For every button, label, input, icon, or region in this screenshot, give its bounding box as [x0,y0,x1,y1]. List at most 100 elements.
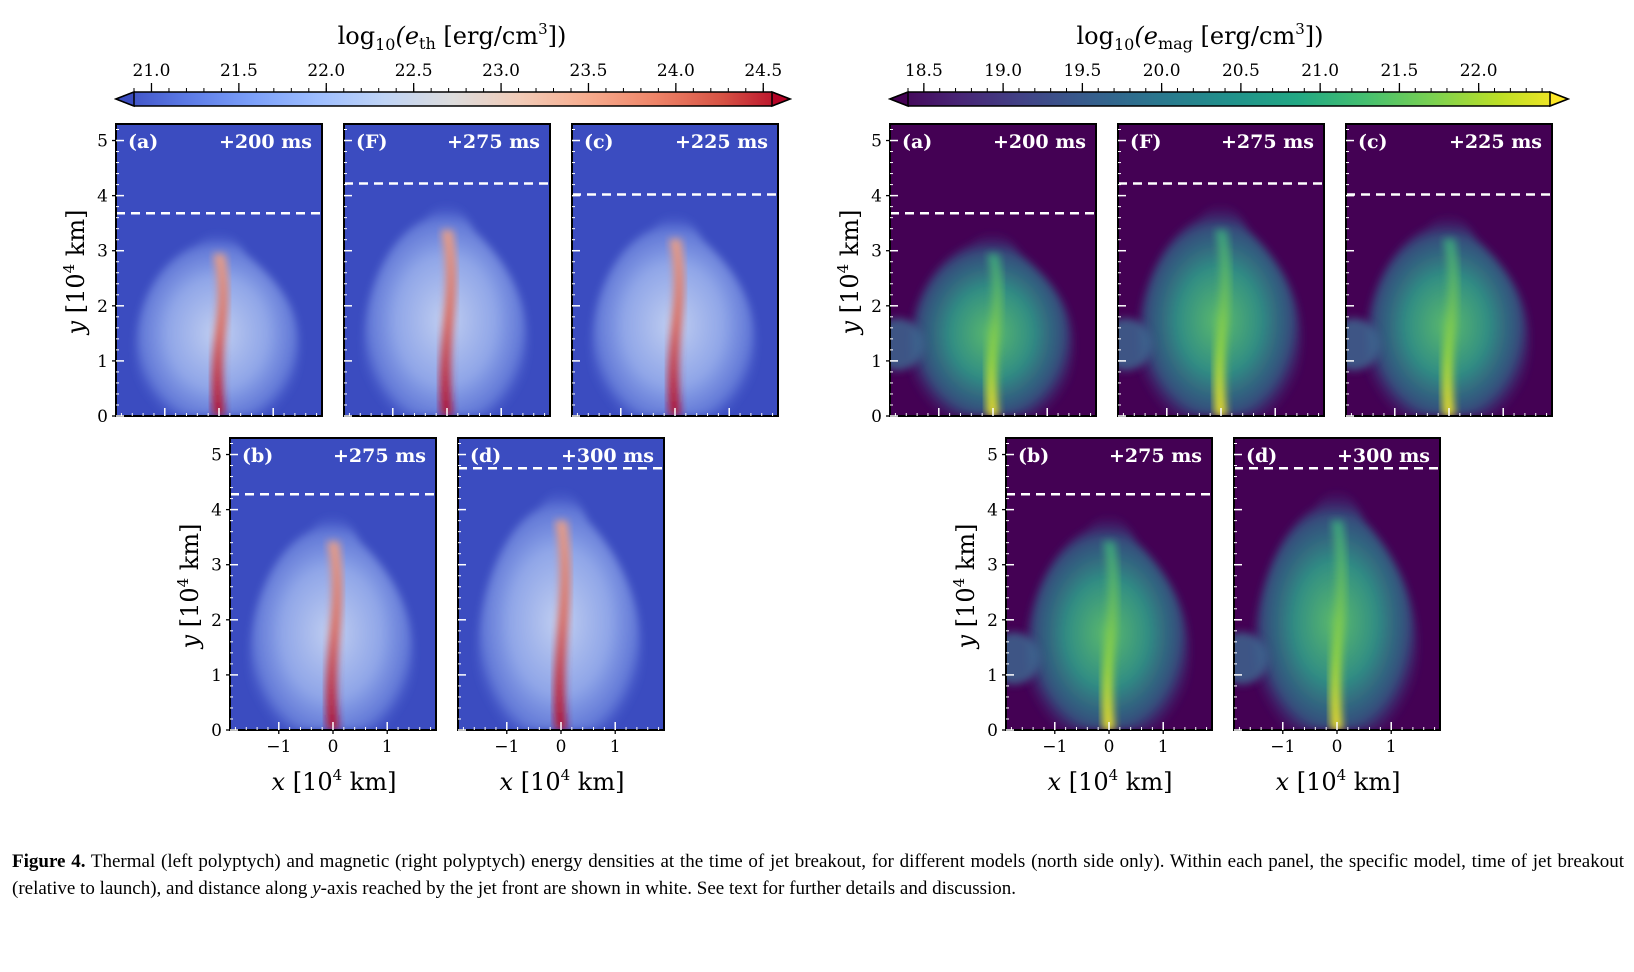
colorbar-tick-label: 22.5 [395,61,433,81]
plume-image [890,232,1074,416]
panel-time: +200 ms [219,131,312,153]
panel-time: +300 ms [561,445,654,467]
y-tick-label: 4 [987,501,998,521]
x-tick-label: 0 [328,737,339,757]
y-tick-label: 4 [211,501,222,521]
thermal-colorbar-label: log10(eth [erg/cm3]) [338,20,567,54]
magnetic-panel-d: −1 0 1 (d) +300 ms [1233,437,1441,757]
plume-image [1346,214,1530,416]
colorbar-tick-label: 20.0 [1143,61,1181,81]
x-axis-label-magnetic-b: x [104 km] [1048,766,1173,796]
y-tick-label: 3 [871,242,882,262]
y-tick-label: 5 [211,446,222,466]
colorbar-tick-label: 22.0 [307,61,345,81]
y-tick-label: 4 [97,187,108,207]
magnetic-panel-b: 0 1 2 3 4 5 −1 0 1 (b) +275 ms [987,437,1213,757]
panel-label: (c) [584,131,614,153]
jet-core [1329,520,1347,730]
colorbar-tick-label: 21.5 [220,61,258,81]
x-tick-label: −1 [1042,737,1067,757]
figure-caption: Figure 4. Thermal (left polyptych) and m… [12,848,1624,902]
y-tick-label: 2 [211,611,222,631]
plume-image [1006,514,1190,730]
jet-core [1441,238,1459,416]
jet-core [985,253,1003,416]
panel-label: (b) [242,445,273,467]
panel-label: (a) [128,131,158,153]
x-tick-label: 1 [610,737,621,757]
colorbar-extend-low [887,90,909,108]
y-tick-label: 0 [987,721,998,741]
magnetic-colorbar: 18.5 19.0 19.5 20.0 20.5 21.0 21.5 22.0 [887,61,1571,108]
panel-time: +225 ms [1449,131,1542,153]
panel-grid: 0 1 2 3 4 5 (a) +200 ms (F) +275 ms (c) +225 ms 0 1 2 3… [97,123,1553,757]
thermal-colorbar: 21.0 21.5 22.0 22.5 23.0 23.5 24.0 24.5 [113,61,793,108]
x-tick-label: 0 [1104,737,1115,757]
y-axis-label-magnetic-bottom: y [104 km] [950,524,980,650]
axis-labels: y [104 km] y [104 km] y [104 km] y [104 km]… [60,210,1400,796]
magnetic-panel-F: (F) +275 ms [1117,123,1325,417]
x-axis-label-thermal-d: x [104 km] [500,766,625,796]
side-blob [1006,632,1040,685]
x-axis-label-thermal-b: x [104 km] [272,766,397,796]
y-tick-label: 1 [97,352,108,372]
colorbar-tick-label: 19.5 [1063,61,1101,81]
x-tick-label: 0 [1332,737,1343,757]
magnetic-panel-c: (c) +225 ms [1345,123,1553,417]
x-tick-label: 0 [556,737,567,757]
thermal-panel-F: (F) +275 ms [343,123,551,417]
caption-label: Figure 4. [12,851,86,872]
y-axis-label-thermal-bottom: y [104 km] [174,524,204,650]
plume-image [1234,489,1418,730]
y-axis-label-thermal-top: y [104 km] [60,210,90,336]
colorbar-body [887,91,1571,107]
magnetic-panel-a: 0 1 2 3 4 5 (a) +200 ms [871,123,1097,427]
colorbar-body [113,91,793,107]
panel-time: +275 ms [447,131,540,153]
colorbar-tick-label: 19.0 [984,61,1022,81]
thermal-panel-b: 0 1 2 3 4 5 −1 0 1 (b) +275 ms [211,437,437,757]
y-tick-label: 5 [97,132,108,152]
x-tick-label: −1 [1270,737,1295,757]
colorbar-tick-label: 21.0 [133,61,171,81]
jet-core [553,520,571,730]
jet-core [325,541,343,730]
panel-time: +300 ms [1337,445,1430,467]
x-tick-label: 1 [1386,737,1397,757]
colorbar-tick-label: 24.5 [744,61,782,81]
panel-label: (b) [1018,445,1049,467]
colorbar-tick-label: 21.5 [1380,61,1418,81]
figure-4: log10(eth [erg/cm3]) log10(emag [erg/cm3… [60,20,1571,796]
y-tick-label: 3 [97,242,108,262]
colorbar-tick-label: 20.5 [1222,61,1260,81]
y-tick-label: 5 [871,132,882,152]
y-tick-label: 0 [871,407,882,427]
colorbar-tick-label: 23.0 [482,61,520,81]
y-tick-label: 2 [97,297,108,317]
panel-time: +275 ms [1109,445,1202,467]
y-tick-label: 0 [211,721,222,741]
panel-label: (F) [1130,131,1161,153]
colorbar-extend-high [771,90,793,108]
thermal-panel-c: (c) +225 ms [571,123,779,417]
colorbar-extend-low [113,90,135,108]
side-blob [1234,632,1268,685]
x-tick-label: −1 [494,737,519,757]
jet-core [667,238,685,416]
y-tick-label: 4 [871,187,882,207]
x-tick-label: −1 [266,737,291,757]
side-blob [1118,318,1152,371]
y-tick-label: 5 [987,446,998,466]
x-axis-label-magnetic-d: x [104 km] [1276,766,1401,796]
y-axis-label-magnetic-top: y [104 km] [834,210,864,336]
magnetic-colorbar-label: log10(emag [erg/cm3]) [1077,20,1324,54]
panel-label: (d) [470,445,501,467]
y-tick-label: 1 [871,352,882,372]
caption-text-2: -axis reached by the jet front are shown… [320,878,1017,899]
caption-text: Thermal (left polyptych) and magnetic (r… [12,851,1624,899]
plume-image [1118,203,1302,416]
panel-time: +225 ms [675,131,768,153]
jet-core [439,230,457,416]
colorbar-tick-label: 18.5 [905,61,943,81]
plume-image [135,232,300,416]
